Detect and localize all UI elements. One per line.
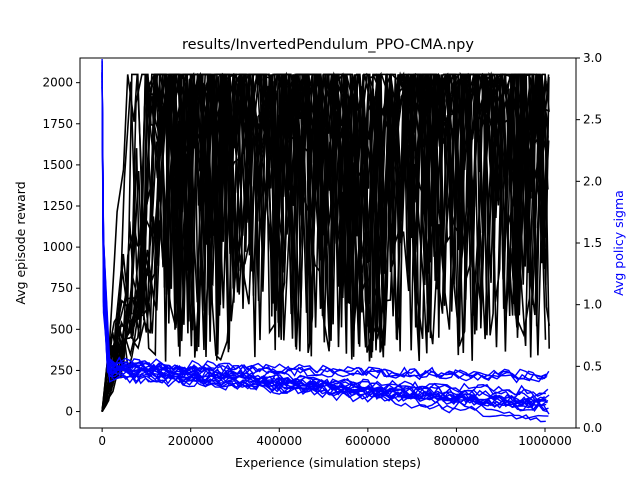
y-axis-right: 0.0 0.5 1.0 1.5 2.0 2.5 3.0	[576, 51, 602, 435]
y-axis-label: Avg episode reward	[13, 181, 28, 304]
y-tick-label: 0	[65, 405, 73, 419]
y-tick-label: 1000	[42, 240, 73, 254]
x-tick-label: 200000	[168, 434, 214, 448]
y-tick-label: 2000	[42, 76, 73, 90]
y-axis-left: 0 250 500 750 1000 1250 1500 1750 2000	[42, 76, 80, 419]
y2-tick-label: 3.0	[583, 51, 602, 65]
y2-tick-label: 0.5	[583, 359, 602, 373]
chart-title: results/InvertedPendulum_PPO-CMA.npy	[182, 37, 474, 53]
y-tick-label: 1500	[42, 158, 73, 172]
x-axis: 0 200000 400000 600000 800000 1000000	[98, 428, 572, 448]
x-tick-label: 1000000	[518, 434, 571, 448]
sigma-series-line	[101, 86, 549, 409]
reward-series-line	[101, 73, 545, 412]
sigma-series-line	[101, 69, 547, 409]
y2-tick-label: 2.5	[583, 113, 602, 127]
y-tick-label: 1250	[42, 199, 73, 213]
x-tick-label: 800000	[434, 434, 480, 448]
y2-tick-label: 2.0	[583, 174, 602, 188]
y-tick-label: 1750	[42, 117, 73, 131]
x-axis-label: Experience (simulation steps)	[235, 455, 421, 470]
reward-series-line	[101, 73, 549, 412]
y-tick-label: 750	[50, 281, 73, 295]
y-tick-label: 500	[50, 322, 73, 336]
reward-series-line	[101, 71, 550, 412]
y2-tick-label: 1.0	[583, 298, 602, 312]
reward-series-group	[101, 71, 551, 413]
y2-tick-label: 0.0	[583, 421, 602, 435]
y2-tick-label: 1.5	[583, 236, 602, 250]
sigma-series-line	[101, 81, 550, 415]
sigma-series-line	[101, 72, 548, 405]
x-tick-label: 600000	[345, 434, 391, 448]
sigma-series-line	[101, 72, 549, 420]
y2-axis-label: Avg policy sigma	[611, 190, 626, 296]
sigma-series-group	[101, 58, 550, 423]
x-tick-label: 0	[98, 434, 106, 448]
y-tick-label: 250	[50, 363, 73, 377]
reward-series-line	[101, 71, 551, 412]
x-tick-label: 400000	[256, 434, 302, 448]
sigma-series-line	[101, 75, 546, 423]
sigma-series-line	[101, 75, 550, 403]
sigma-series-line	[101, 61, 550, 380]
